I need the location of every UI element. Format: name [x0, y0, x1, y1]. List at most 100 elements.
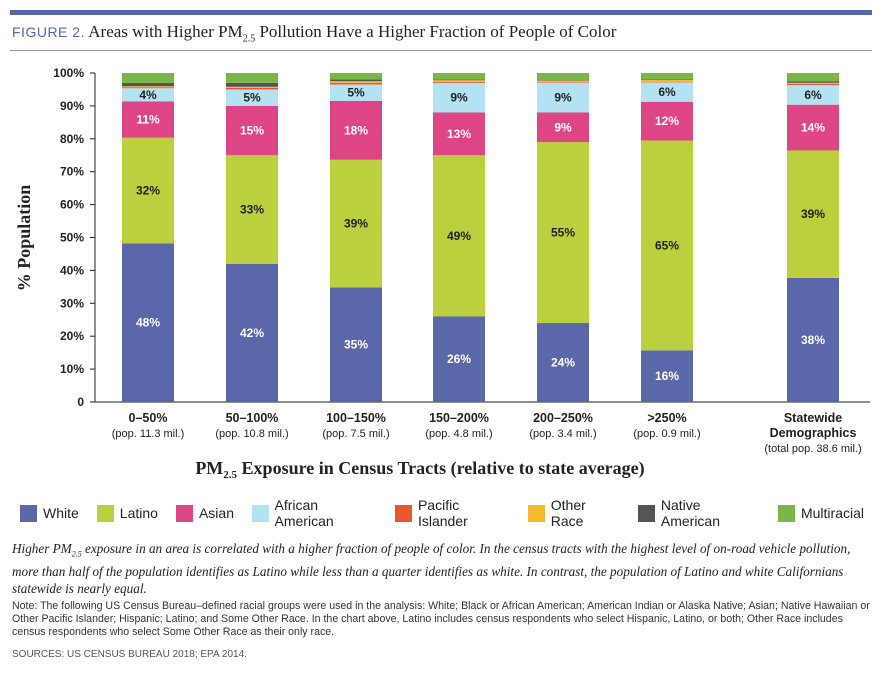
- legend-swatch: [251, 504, 269, 522]
- x-tick-sublabel: (total pop. 38.6 mil.): [764, 443, 861, 455]
- bar-segment-asian: [433, 112, 485, 156]
- bar-segment-asian: [226, 105, 278, 156]
- x-tick-label: 200–250%: [533, 411, 593, 425]
- caption-subscript: 2.5: [71, 549, 82, 559]
- sources: SOURCES: US CENSUS BUREAU 2018; EPA 2014…: [12, 649, 247, 660]
- legend-swatch: [20, 504, 37, 522]
- legend-label: Asian: [198, 505, 234, 521]
- legend-swatch: [395, 504, 412, 522]
- x-tick-label: 0–50%: [129, 411, 168, 425]
- bar-segment-white: [641, 350, 693, 402]
- bar-segment-african-american: [641, 82, 693, 102]
- y-axis-label: % Population: [14, 185, 34, 292]
- top-accent-bar: [10, 10, 872, 15]
- bar-segment-latino: [641, 140, 693, 351]
- data-label: 13%: [447, 127, 471, 141]
- legend-label: Pacific Islander: [417, 497, 468, 529]
- data-label: 38%: [801, 333, 825, 347]
- y-tick-label: 0: [77, 395, 84, 409]
- bar-segment-pacific-islander: [787, 83, 839, 86]
- x-tick-sublabel: (pop. 4.8 mil.): [425, 428, 492, 440]
- legend-item-pacific-islander: Pacific Islander: [395, 497, 510, 529]
- data-label: 11%: [136, 113, 160, 127]
- bar-segment-other-race: [330, 81, 382, 83]
- legend-item-other-race: Other Race: [528, 497, 620, 529]
- bar-segment-multiracial: [122, 73, 174, 83]
- caption: Higher PM2.5 exposure in an area is corr…: [12, 540, 874, 597]
- x-tick-label: >250%: [647, 411, 686, 425]
- data-label: 5%: [243, 91, 261, 105]
- x-tick-sublabel: (pop. 10.8 mil.): [215, 428, 288, 440]
- legend-item-african-american: African American: [251, 497, 377, 529]
- bar-segment-african-american: [122, 88, 174, 102]
- data-label: 9%: [450, 91, 468, 105]
- x-tick-sublabel: (pop. 3.4 mil.): [529, 428, 596, 440]
- bar-segment-latino: [330, 159, 382, 288]
- figure-number: FIGURE 2.: [12, 24, 85, 40]
- x-axis-label: PM2.5 Exposure in Census Tracts (relativ…: [195, 458, 644, 481]
- x-tick-sublabel: (pop. 11.3 mil.): [112, 428, 185, 440]
- data-label: 24%: [551, 356, 575, 370]
- data-label: 9%: [554, 91, 572, 105]
- data-label: 48%: [136, 316, 160, 330]
- legend-item-latino: Latino: [96, 497, 158, 529]
- data-label: 6%: [658, 85, 676, 99]
- data-label: 9%: [554, 120, 572, 134]
- bar-segment-multiracial: [226, 73, 278, 83]
- bar-segment-white: [330, 287, 382, 402]
- bar-segment-multiracial: [433, 73, 485, 80]
- legend: White Latino Asian African American Pacific …: [20, 497, 882, 529]
- bar-segment-native-american: [787, 81, 839, 83]
- x-axis-label-pre: PM: [195, 458, 223, 478]
- bar-segment-african-american: [537, 82, 589, 113]
- bar-segment-latino: [122, 137, 174, 244]
- data-label: 39%: [344, 217, 368, 231]
- y-tick-label: 30%: [60, 296, 84, 310]
- legend-item-asian: Asian: [175, 497, 234, 529]
- bar-segment-multiracial: [787, 73, 839, 82]
- legend-label: Other Race: [550, 497, 586, 529]
- title-divider: [10, 50, 872, 51]
- x-tick-label: 100–150%: [326, 411, 386, 425]
- data-label: 18%: [344, 123, 368, 137]
- data-label: 26%: [447, 352, 471, 366]
- data-label: 55%: [551, 226, 575, 240]
- data-label: 33%: [240, 203, 264, 217]
- bar-segment-african-american: [433, 82, 485, 113]
- caption-text-end: exposure in an area is correlated with a…: [12, 541, 851, 596]
- bar-segment-pacific-islander: [226, 87, 278, 90]
- bar-segment-asian: [122, 101, 174, 138]
- caption-text: Higher PM: [12, 541, 72, 556]
- bar-segment-native-american: [226, 82, 278, 87]
- data-label: 32%: [136, 184, 160, 198]
- bar-segment-other-race: [641, 79, 693, 82]
- bar-segment-pacific-islander: [122, 87, 174, 89]
- legend-label: African American: [274, 497, 334, 529]
- y-tick-label: 50%: [60, 231, 84, 245]
- bar-segment-multiracial: [537, 73, 589, 81]
- data-label: 35%: [344, 338, 368, 352]
- bar-segment-multiracial: [330, 73, 382, 80]
- note: Note: The following US Census Bureau–def…: [12, 600, 870, 638]
- x-axis-label-sub: 2.5: [223, 469, 237, 481]
- data-label: 6%: [804, 88, 822, 102]
- legend-swatch: [96, 504, 114, 522]
- legend-swatch: [638, 504, 655, 522]
- bar-segment-native-american: [330, 79, 382, 82]
- legend-swatch: [777, 504, 795, 522]
- bar-segment-white: [226, 263, 278, 402]
- x-tick-sublabel: (pop. 0.9 mil.): [633, 428, 700, 440]
- legend-label: Latino: [119, 505, 158, 521]
- bar-segment-white: [787, 277, 839, 402]
- y-tick-label: 20%: [60, 329, 84, 343]
- bar-segment-african-american: [330, 84, 382, 101]
- bar-segment-latino: [537, 142, 589, 324]
- bar-segment-native-american: [122, 82, 174, 87]
- y-tick-label: 90%: [60, 99, 84, 113]
- data-label: 49%: [447, 229, 471, 243]
- bar-segment-asian: [330, 100, 382, 160]
- x-tick-sublabel: (pop. 7.5 mil.): [322, 428, 389, 440]
- legend-label: Native American: [660, 497, 721, 529]
- bar-segment-latino: [226, 155, 278, 264]
- bar-segment-native-american: [537, 80, 589, 81]
